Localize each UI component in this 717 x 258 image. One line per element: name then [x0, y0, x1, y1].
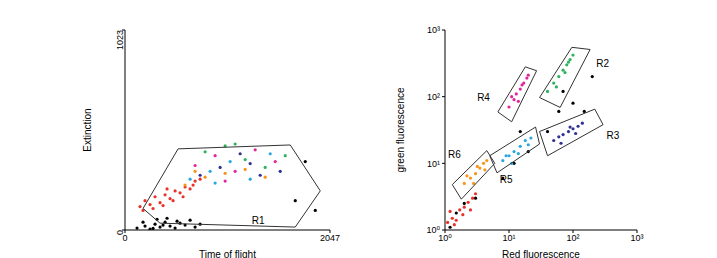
svg-text:10³: 10³ [427, 25, 440, 35]
svg-text:Red fluorescence: Red fluorescence [502, 249, 580, 258]
svg-text:10⁰: 10⁰ [426, 225, 440, 235]
svg-text:Extinction: Extinction [82, 108, 93, 151]
svg-text:0: 0 [122, 233, 128, 244]
svg-text:2047: 2047 [320, 233, 340, 243]
svg-text:10²: 10² [427, 92, 440, 102]
svg-text:R5: R5 [500, 174, 513, 185]
svg-text:green fluorescence: green fluorescence [395, 87, 406, 172]
svg-text:R1: R1 [252, 215, 265, 226]
svg-text:Time of flight: Time of flight [199, 249, 256, 258]
svg-text:R4: R4 [477, 92, 490, 103]
svg-text:10²: 10² [566, 233, 579, 243]
svg-text:10¹: 10¹ [502, 233, 515, 243]
svg-text:10³: 10³ [630, 233, 643, 243]
svg-text:10¹: 10¹ [427, 159, 440, 169]
svg-text:1023: 1023 [115, 30, 125, 50]
svg-text:0: 0 [115, 230, 125, 235]
svg-text:R6: R6 [448, 149, 461, 160]
svg-text:R3: R3 [606, 130, 619, 141]
svg-text:10⁰: 10⁰ [438, 233, 452, 243]
svg-text:R2: R2 [596, 58, 609, 69]
